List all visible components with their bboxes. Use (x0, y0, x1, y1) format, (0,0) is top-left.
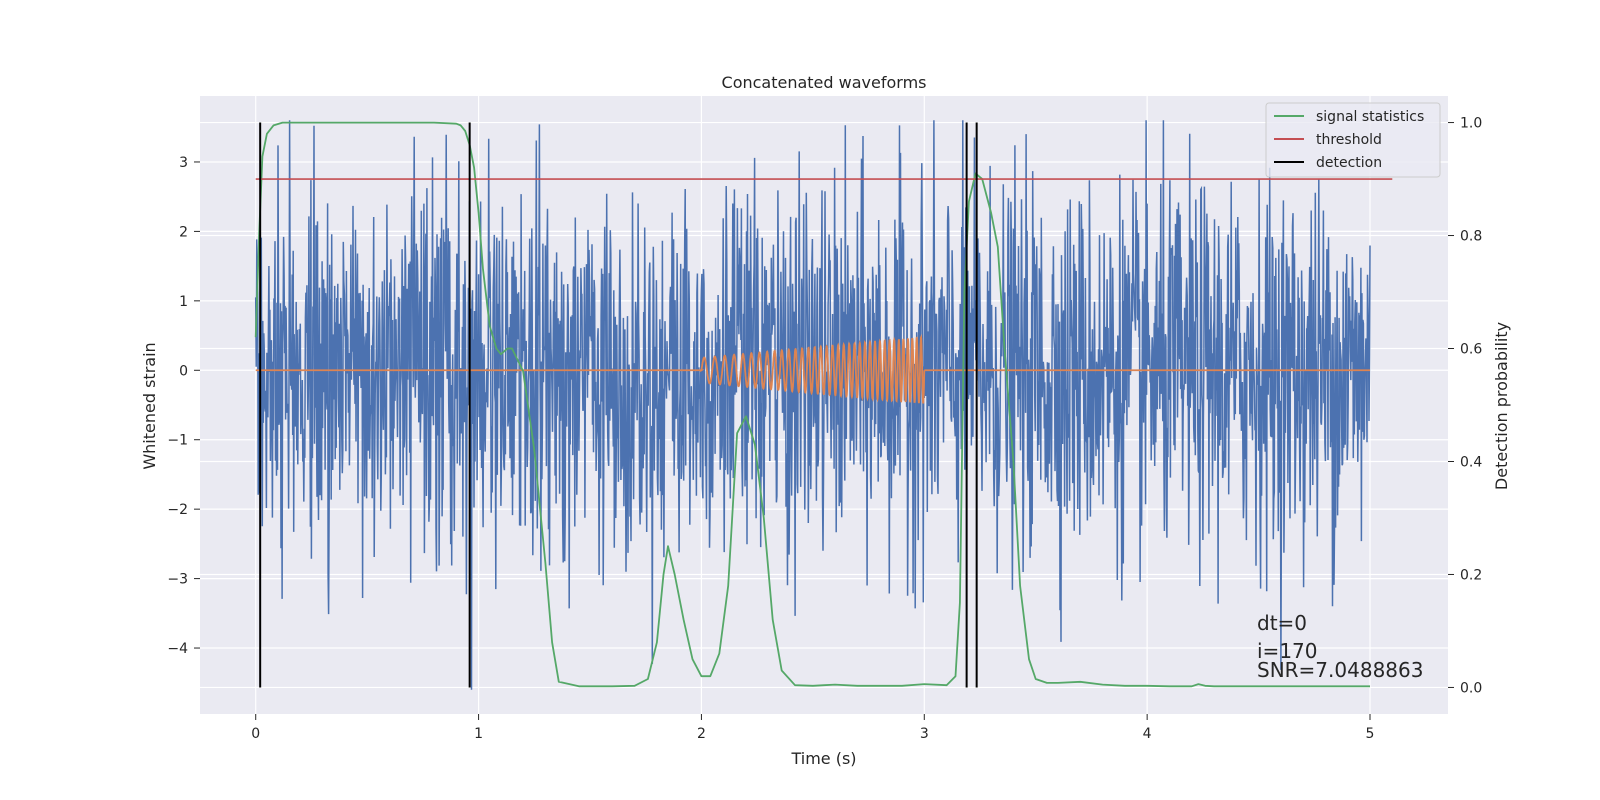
y-axis-label-right: Detection probability (1492, 322, 1511, 490)
x-tick-label: 5 (1366, 726, 1375, 742)
annotation-index: i=170 (1257, 639, 1318, 663)
legend: signal statistics threshold detection (1265, 102, 1441, 178)
y-tick-label-right: 0.2 (1460, 567, 1482, 583)
signal-statistics-line (254, 121, 1370, 688)
y-tick-label-left: 3 (179, 155, 188, 171)
x-tick-label: 1 (474, 726, 483, 742)
y-tick-label-right: 0.8 (1460, 229, 1482, 245)
legend-label-threshold: threshold (1316, 132, 1382, 148)
legend-label-signal-statistics: signal statistics (1316, 109, 1424, 125)
x-tick-label: 4 (1143, 726, 1152, 742)
y-tick-label-right: 0.6 (1460, 342, 1482, 358)
y-tick-label-right: 1.0 (1460, 116, 1482, 132)
y-tick-label-right: 0.0 (1460, 680, 1482, 696)
y-tick-label-left: 2 (179, 224, 188, 240)
y-tick-label-left: −3 (167, 572, 188, 588)
x-tick-label: 2 (697, 726, 706, 742)
chart-title: Concatenated waveforms (722, 73, 927, 92)
detection-markers (259, 122, 978, 688)
x-axis-label: Time (s) (790, 749, 856, 768)
y-tick-label-left: −1 (167, 433, 188, 449)
legend-label-detection: detection (1316, 155, 1382, 171)
axis-ticks: 0 1 2 3 4 5 3 2 1 0 −1 −2 −3 −4 1.0 0.8 0.6 0.4 0.2 0.0 (167, 116, 1482, 742)
annotation-snr: SNR=7.0488863 (1257, 658, 1423, 682)
template-chirp-line (255, 333, 926, 404)
template-series (255, 333, 1370, 404)
annotation-dt: dt=0 (1257, 611, 1307, 635)
y-tick-label-right: 0.4 (1460, 454, 1482, 470)
y-tick-label-left: −4 (167, 641, 188, 657)
x-tick-label: 0 (251, 726, 260, 742)
legend-box (1265, 102, 1441, 178)
y-axis-label-left: Whitened strain (140, 342, 159, 469)
signal-statistics-series (254, 121, 1370, 688)
y-tick-label-left: 0 (179, 363, 188, 379)
y-tick-label-left: −2 (167, 502, 188, 518)
y-tick-label-left: 1 (179, 294, 188, 310)
x-tick-label: 3 (920, 726, 929, 742)
